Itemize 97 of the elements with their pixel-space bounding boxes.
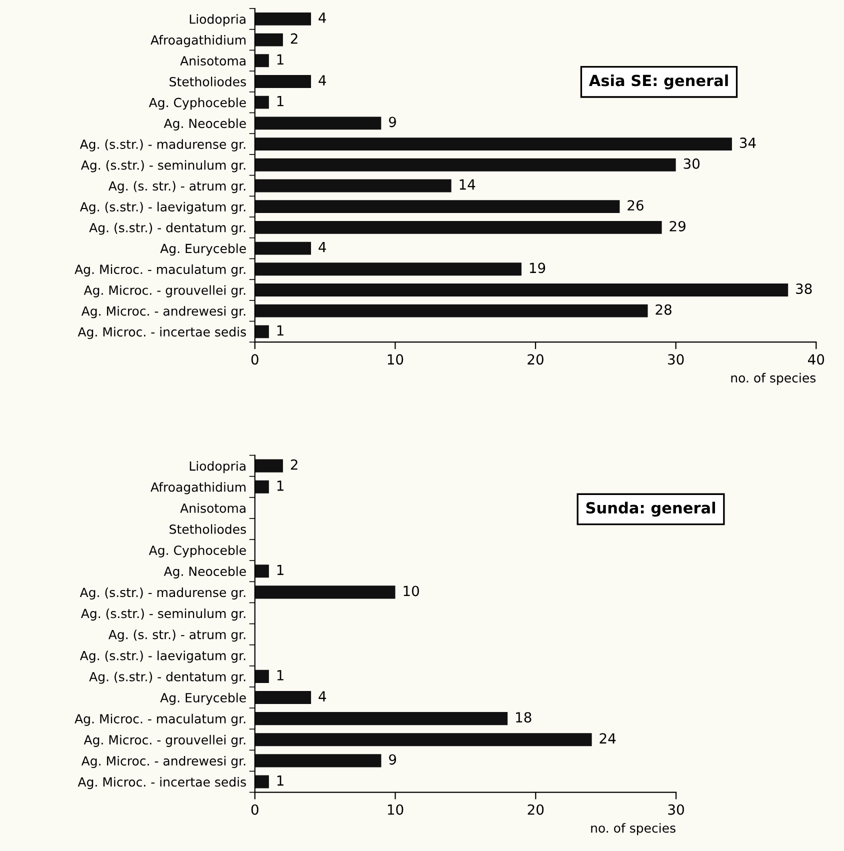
y-tick-label: Ag. (s.str.) - laevigatum gr. <box>80 202 246 214</box>
bar <box>254 116 382 130</box>
bar <box>254 325 269 338</box>
y-tick-label: Liodopria <box>190 14 246 26</box>
data-label: 24 <box>600 733 616 744</box>
bar <box>254 564 269 578</box>
x-tick-label: 20 <box>528 354 544 365</box>
y-tick-label: Ag. (s.str.) - madurense gr. <box>80 587 246 600</box>
data-label: 4 <box>318 242 326 252</box>
bar <box>254 754 382 768</box>
bar <box>254 459 283 472</box>
bar <box>254 33 283 46</box>
y-tick-label: Ag. Microc. - grouvellei gr. <box>84 734 246 747</box>
y-tick-label: Ag. (s.str.) - dentatum gr. <box>89 222 246 235</box>
bar <box>254 179 452 192</box>
y-tick-label: Stetholiodes <box>170 524 246 534</box>
bar <box>254 284 788 296</box>
y-tick-label: Ag. Microc. - grouvellei gr. <box>84 285 246 298</box>
data-label: 1 <box>277 564 284 575</box>
y-tick-label: Afroagathidium <box>150 35 246 48</box>
y-tick-label: Ag. (s. str.) - atrum gr. <box>108 180 246 194</box>
data-label: 14 <box>460 179 476 190</box>
data-label: 9 <box>389 754 396 765</box>
y-tick-label: Ag. (s.str.) - seminulum gr. <box>81 608 246 621</box>
x-tick-label: 10 <box>388 354 404 365</box>
data-label: 1 <box>277 670 284 680</box>
data-label: 26 <box>628 200 644 211</box>
x-tick-label: 30 <box>668 804 684 815</box>
bar <box>254 158 676 172</box>
y-tick-label: Liodopria <box>190 461 246 474</box>
data-label: 4 <box>318 691 326 702</box>
data-label: 2 <box>290 459 298 470</box>
data-label: 1 <box>277 96 284 106</box>
bar <box>254 200 620 214</box>
data-label: 28 <box>656 304 672 315</box>
bar <box>254 733 592 746</box>
x-tick-label: 10 <box>388 804 404 815</box>
y-tick-label: Ag. Cyphoceble <box>148 98 246 110</box>
bar <box>254 775 269 788</box>
bar <box>254 586 396 599</box>
bar <box>254 242 312 255</box>
y-tick-label: Ag. Microc. - incertae sedis <box>78 326 246 340</box>
text: Asia SE: general <box>588 74 728 90</box>
bar <box>254 96 269 109</box>
y-tick-label: Anisotoma <box>180 56 246 66</box>
y-tick-label: Afroagathidium <box>150 482 246 494</box>
data-label: 19 <box>530 262 546 274</box>
bar <box>254 220 662 234</box>
bar <box>254 670 269 683</box>
x-tick-label: 0 <box>251 354 258 365</box>
data-label: 38 <box>796 284 812 294</box>
data-label: 9 <box>388 116 396 128</box>
data-label: 4 <box>318 75 326 86</box>
y-tick-label: Ag. Neoceble <box>164 118 246 131</box>
bar <box>254 480 269 494</box>
x-tick-label: 0 <box>251 804 258 815</box>
data-label: 34 <box>740 138 756 148</box>
y-tick-label: Ag. Euryceble <box>160 244 246 256</box>
y-tick-label: Ag. Microc. - andrewesi gr. <box>81 756 246 768</box>
data-label: 4 <box>318 12 326 23</box>
data-label: 18 <box>516 712 532 723</box>
bar <box>254 690 312 704</box>
data-label: 1 <box>277 775 284 786</box>
bar <box>254 138 732 150</box>
x-tick-label: 20 <box>528 804 544 815</box>
data-label: 2 <box>290 33 298 44</box>
y-tick-label: Ag. Cyphoceble <box>148 545 246 558</box>
y-tick-label: Ag. Microc. - incertae sedis <box>78 777 246 790</box>
y-tick-label: Ag. (s.str.) - laevigatum gr. <box>80 650 246 663</box>
text: Sunda: general <box>586 502 716 517</box>
y-tick-label: Ag. Microc. - maculatum gr. <box>74 714 246 726</box>
y-tick-label: Anisotoma <box>180 503 246 513</box>
y-tick-label: Ag. (s.str.) - seminulum gr. <box>81 160 246 172</box>
bar <box>254 712 508 726</box>
x-tick-label: 30 <box>668 354 684 365</box>
bar <box>254 75 312 88</box>
data-label: 30 <box>684 158 700 169</box>
bar <box>254 12 312 26</box>
y-tick-label: Ag. Microc. - andrewesi gr. <box>81 306 246 318</box>
y-tick-label: Ag. Euryceble <box>160 692 246 705</box>
y-tick-label: Ag. (s.str.) - madurense gr. <box>80 139 246 152</box>
y-tick-label: Ag. Neoceble <box>164 566 246 578</box>
data-label: 1 <box>277 480 284 491</box>
y-tick-label: Ag. (s.str.) - dentatum gr. <box>89 672 246 684</box>
data-label: 1 <box>277 325 284 336</box>
data-label: 1 <box>277 54 284 64</box>
y-tick-label: Stetholiodes <box>170 76 246 86</box>
bar <box>254 54 269 68</box>
bar <box>254 262 522 276</box>
x-tick-label: 40 <box>808 354 824 365</box>
data-label: 29 <box>670 220 686 232</box>
y-tick-label: Ag. (s. str.) - atrum gr. <box>108 630 246 642</box>
x-axis-title: no. of species <box>731 372 816 386</box>
x-axis-title: no. of species <box>591 823 676 836</box>
y-tick-label: Ag. Microc. - maculatum gr. <box>74 264 246 276</box>
bar <box>254 304 648 318</box>
data-label: 10 <box>404 586 419 596</box>
